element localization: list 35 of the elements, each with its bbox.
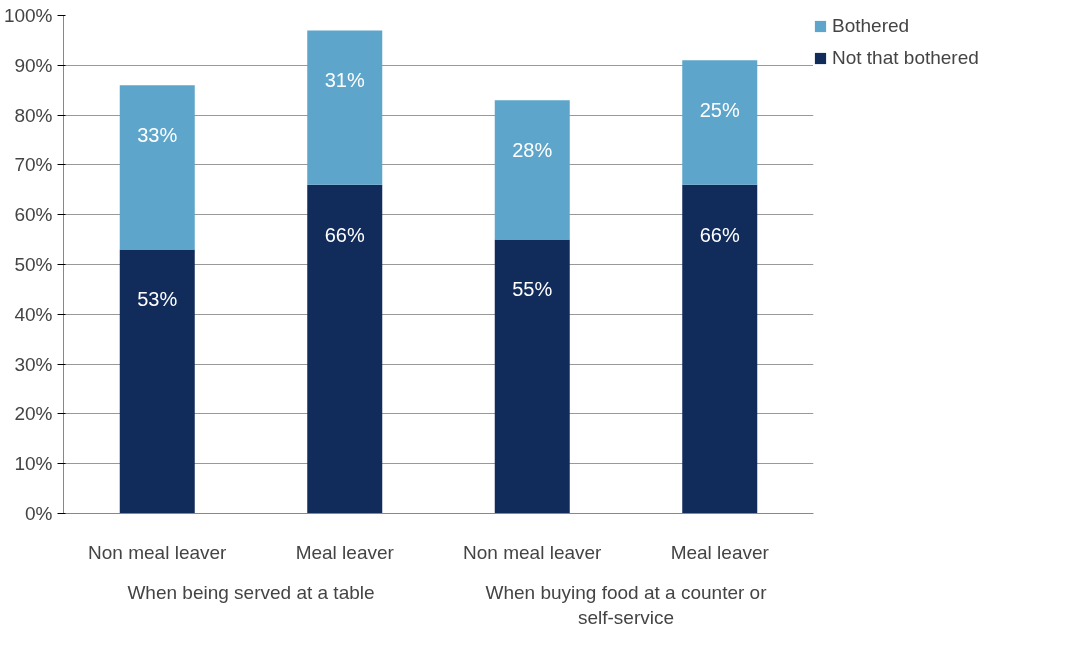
text: When being served at a table bbox=[127, 581, 375, 603]
y-tick-label: 40% bbox=[14, 303, 53, 325]
bar bbox=[682, 184, 758, 514]
y-tick-label: 10% bbox=[14, 453, 53, 475]
bar bbox=[119, 85, 195, 250]
y-tick-label: 60% bbox=[14, 204, 53, 226]
data-label: 66% bbox=[699, 223, 740, 246]
data-label: 31% bbox=[324, 69, 365, 92]
y-tick-label: 30% bbox=[14, 353, 53, 375]
data-label: 25% bbox=[699, 99, 740, 122]
data-label: 28% bbox=[512, 138, 553, 161]
bar bbox=[119, 249, 195, 514]
x-tick-label: Meal leaver bbox=[670, 541, 770, 563]
bar bbox=[494, 239, 570, 514]
legend-label: Not that bothered bbox=[832, 47, 979, 69]
data-label: 66% bbox=[324, 223, 365, 246]
y-tick-label: 90% bbox=[14, 54, 53, 76]
y-tick-label: 50% bbox=[14, 254, 53, 275]
bar bbox=[494, 100, 570, 240]
y-tick-label: 0% bbox=[25, 503, 53, 524]
data-label: 55% bbox=[512, 278, 553, 301]
legend-label: Bothered bbox=[832, 15, 910, 37]
y-tick-label: 100% bbox=[3, 5, 53, 26]
bar bbox=[682, 60, 758, 185]
data-label: 33% bbox=[137, 124, 178, 147]
x-tick-label: Non meal leaver bbox=[88, 541, 228, 563]
text: When buying food at a counter or self-service bbox=[485, 581, 768, 628]
x-tick-label: Non meal leaver bbox=[463, 541, 603, 563]
y-tick-label: 80% bbox=[14, 104, 53, 126]
bar bbox=[307, 184, 383, 514]
x-tick-label: Meal leaver bbox=[295, 541, 395, 563]
y-tick-label: 20% bbox=[14, 403, 53, 425]
y-tick-label: 70% bbox=[14, 154, 53, 176]
bar bbox=[307, 30, 383, 185]
data-label: 53% bbox=[137, 288, 178, 311]
